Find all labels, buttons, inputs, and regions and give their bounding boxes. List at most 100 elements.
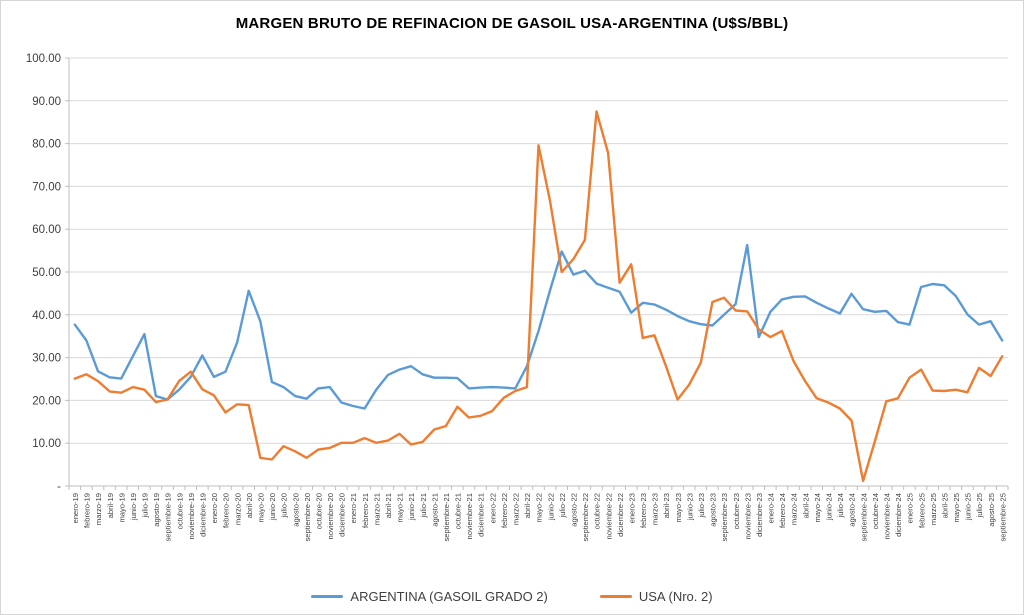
chart-title: MARGEN BRUTO DE REFINACION DE GASOIL USA…	[235, 15, 789, 32]
x-axis-label: agosto-25	[987, 493, 996, 527]
x-axis-label: enero-22	[488, 493, 497, 523]
x-axis-label: octubre-22	[593, 493, 602, 529]
x-axis-label: julio-23	[697, 493, 706, 518]
x-axis-label: junio-24	[825, 493, 834, 521]
y-axis-label: -	[57, 481, 61, 493]
x-axis-label: octubre-19	[175, 493, 184, 529]
x-axis-label: febrero-24	[778, 493, 787, 528]
y-axis-label: 80.00	[32, 139, 61, 151]
x-axis-label: marzo-21	[372, 493, 381, 525]
x-axis-label: enero-20	[210, 493, 219, 523]
x-axis-label: noviembre-24	[882, 493, 891, 539]
x-axis-label: diciembre-23	[755, 493, 764, 537]
y-axis-ticks	[65, 57, 69, 487]
x-axis-label: febrero-19	[83, 493, 92, 528]
x-axis-label: diciembre-22	[616, 493, 625, 537]
x-axis-label: marzo-22	[512, 493, 521, 525]
x-axis-label: octubre-20	[314, 493, 323, 529]
y-axis-label: 60.00	[32, 224, 61, 236]
x-axis-label: abril-20	[245, 493, 254, 518]
x-axis-label: febrero-21	[361, 493, 370, 528]
y-axis-label: 20.00	[32, 395, 61, 407]
x-axis-label: noviembre-20	[326, 493, 335, 539]
x-axis-label: noviembre-21	[465, 493, 474, 539]
x-axis-label: enero-23	[627, 493, 636, 523]
x-axis-label: marzo-23	[651, 493, 660, 525]
y-axis-label: 40.00	[32, 310, 61, 322]
x-axis-label: agosto-19	[152, 493, 161, 527]
usa-legend-label: USA (Nro. 2)	[638, 589, 713, 604]
x-axis-label: septiembre-25	[998, 493, 1007, 542]
x-axis-label: abril-24	[801, 493, 810, 518]
axes	[68, 58, 1008, 487]
x-axis-label: abril-19	[106, 493, 115, 518]
x-axis-ticks	[68, 486, 1009, 490]
y-axis-label: 10.00	[32, 438, 61, 450]
x-axis-label: julio-25	[975, 493, 984, 518]
y-axis-labels: 100.00 90.00 80.00 70.00 60.00 50.00 40.00 30.0…	[26, 53, 61, 493]
x-axis-label: diciembre-24	[894, 493, 903, 537]
x-axis-label: septiembre-21	[442, 493, 451, 542]
x-axis-label: marzo-20	[233, 493, 242, 525]
x-axis-label: junio-23	[685, 493, 694, 521]
x-axis-label: septiembre-22	[581, 493, 590, 542]
x-axis-label: septiembre-20	[303, 493, 312, 542]
x-axis-label: diciembre-21	[477, 493, 486, 537]
x-axis-label: agosto-21	[430, 493, 439, 527]
x-axis-label: marzo-24	[790, 493, 799, 525]
x-axis-label: enero-25	[906, 493, 915, 523]
x-axis-label: abril-22	[523, 493, 532, 518]
x-axis-label: marzo-19	[94, 493, 103, 525]
legend-item-argentina: ARGENTINA (GASOIL GRADO 2)	[311, 589, 548, 604]
x-axis-label: enero-24	[767, 493, 776, 523]
x-axis-label: enero-21	[349, 493, 358, 523]
x-axis-label: agosto-22	[569, 493, 578, 527]
x-axis-label: noviembre-23	[743, 493, 752, 539]
x-axis-label: junio-21	[407, 493, 416, 521]
x-axis-label: febrero-20	[222, 493, 231, 528]
x-axis-label: septiembre-24	[859, 493, 868, 542]
y-axis-label: 50.00	[32, 267, 61, 279]
x-axis-label: agosto-20	[291, 493, 300, 527]
x-axis-label: enero-19	[71, 493, 80, 523]
x-axis-label: diciembre-20	[338, 493, 347, 537]
x-axis-label: agosto-23	[709, 493, 718, 527]
x-axis-label: abril-23	[662, 493, 671, 518]
x-axis-label: junio-19	[129, 493, 138, 521]
x-axis-label: mayo-21	[396, 493, 405, 523]
x-axis-label: junio-20	[268, 493, 277, 521]
chart-legend: ARGENTINA (GASOIL GRADO 2) USA (Nro. 2)	[1, 589, 1023, 604]
argentina-series-line	[73, 243, 1004, 410]
argentina-line-swatch	[311, 594, 344, 599]
x-axis-label: septiembre-23	[720, 493, 729, 542]
x-axis-label: julio-24	[836, 493, 845, 518]
argentina-legend-label: ARGENTINA (GASOIL GRADO 2)	[350, 589, 548, 604]
x-axis-label: octubre-21	[454, 493, 463, 529]
x-axis-label: abril-25	[940, 493, 949, 518]
x-axis-label: mayo-24	[813, 493, 822, 523]
x-axis-label: febrero-22	[500, 493, 509, 528]
x-axis-label: mayo-25	[952, 493, 961, 523]
y-axis-label: 90.00	[32, 96, 61, 108]
x-axis-label: diciembre-19	[199, 493, 208, 537]
usa-series-line	[73, 110, 1004, 483]
x-axis-label: junio-22	[546, 493, 555, 521]
y-axis-label: 30.00	[32, 353, 61, 365]
x-axis-label: mayo-22	[535, 493, 544, 523]
x-axis-label: agosto-24	[848, 493, 857, 527]
x-axis-label: julio-20	[280, 493, 289, 518]
x-axis-label: mayo-20	[256, 493, 265, 523]
x-axis-label: mayo-23	[674, 493, 683, 523]
x-axis-label: noviembre-22	[604, 493, 613, 539]
x-axis-label: noviembre-19	[187, 493, 196, 539]
gridlines	[69, 57, 1008, 444]
x-axis-label: marzo-25	[929, 493, 938, 525]
y-axis-label: 70.00	[32, 181, 61, 193]
x-axis-label: mayo-19	[117, 493, 126, 523]
legend-item-usa: USA (Nro. 2)	[599, 589, 713, 604]
x-axis-label: abril-21	[384, 493, 393, 518]
y-axis-label: 100.00	[26, 53, 61, 65]
x-axis-label: junio-25	[964, 493, 973, 521]
